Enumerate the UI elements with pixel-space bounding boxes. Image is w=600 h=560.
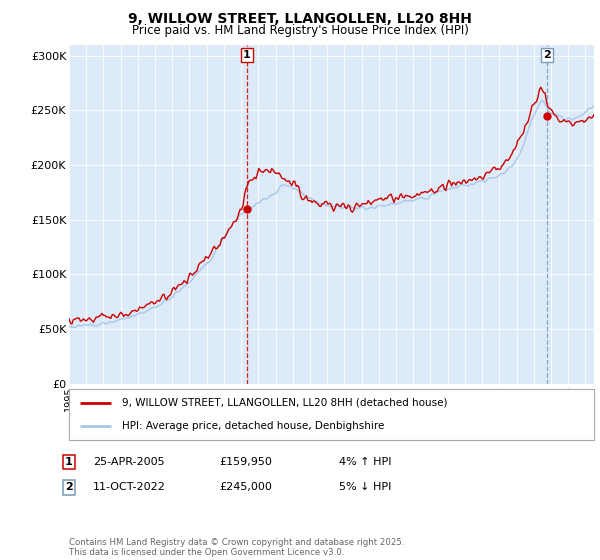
Text: 2: 2 xyxy=(544,50,551,60)
Text: Price paid vs. HM Land Registry's House Price Index (HPI): Price paid vs. HM Land Registry's House … xyxy=(131,24,469,36)
Text: Contains HM Land Registry data © Crown copyright and database right 2025.
This d: Contains HM Land Registry data © Crown c… xyxy=(69,538,404,557)
Text: £245,000: £245,000 xyxy=(219,482,272,492)
Text: 5% ↓ HPI: 5% ↓ HPI xyxy=(339,482,391,492)
Text: 1: 1 xyxy=(65,457,73,467)
Text: 9, WILLOW STREET, LLANGOLLEN, LL20 8HH: 9, WILLOW STREET, LLANGOLLEN, LL20 8HH xyxy=(128,12,472,26)
Text: 11-OCT-2022: 11-OCT-2022 xyxy=(93,482,166,492)
Text: 2: 2 xyxy=(65,482,73,492)
Text: 9, WILLOW STREET, LLANGOLLEN, LL20 8HH (detached house): 9, WILLOW STREET, LLANGOLLEN, LL20 8HH (… xyxy=(121,398,447,408)
Text: HPI: Average price, detached house, Denbighshire: HPI: Average price, detached house, Denb… xyxy=(121,421,384,431)
Text: 25-APR-2005: 25-APR-2005 xyxy=(93,457,164,467)
Text: £159,950: £159,950 xyxy=(219,457,272,467)
Text: 4% ↑ HPI: 4% ↑ HPI xyxy=(339,457,391,467)
Text: 1: 1 xyxy=(243,50,251,60)
